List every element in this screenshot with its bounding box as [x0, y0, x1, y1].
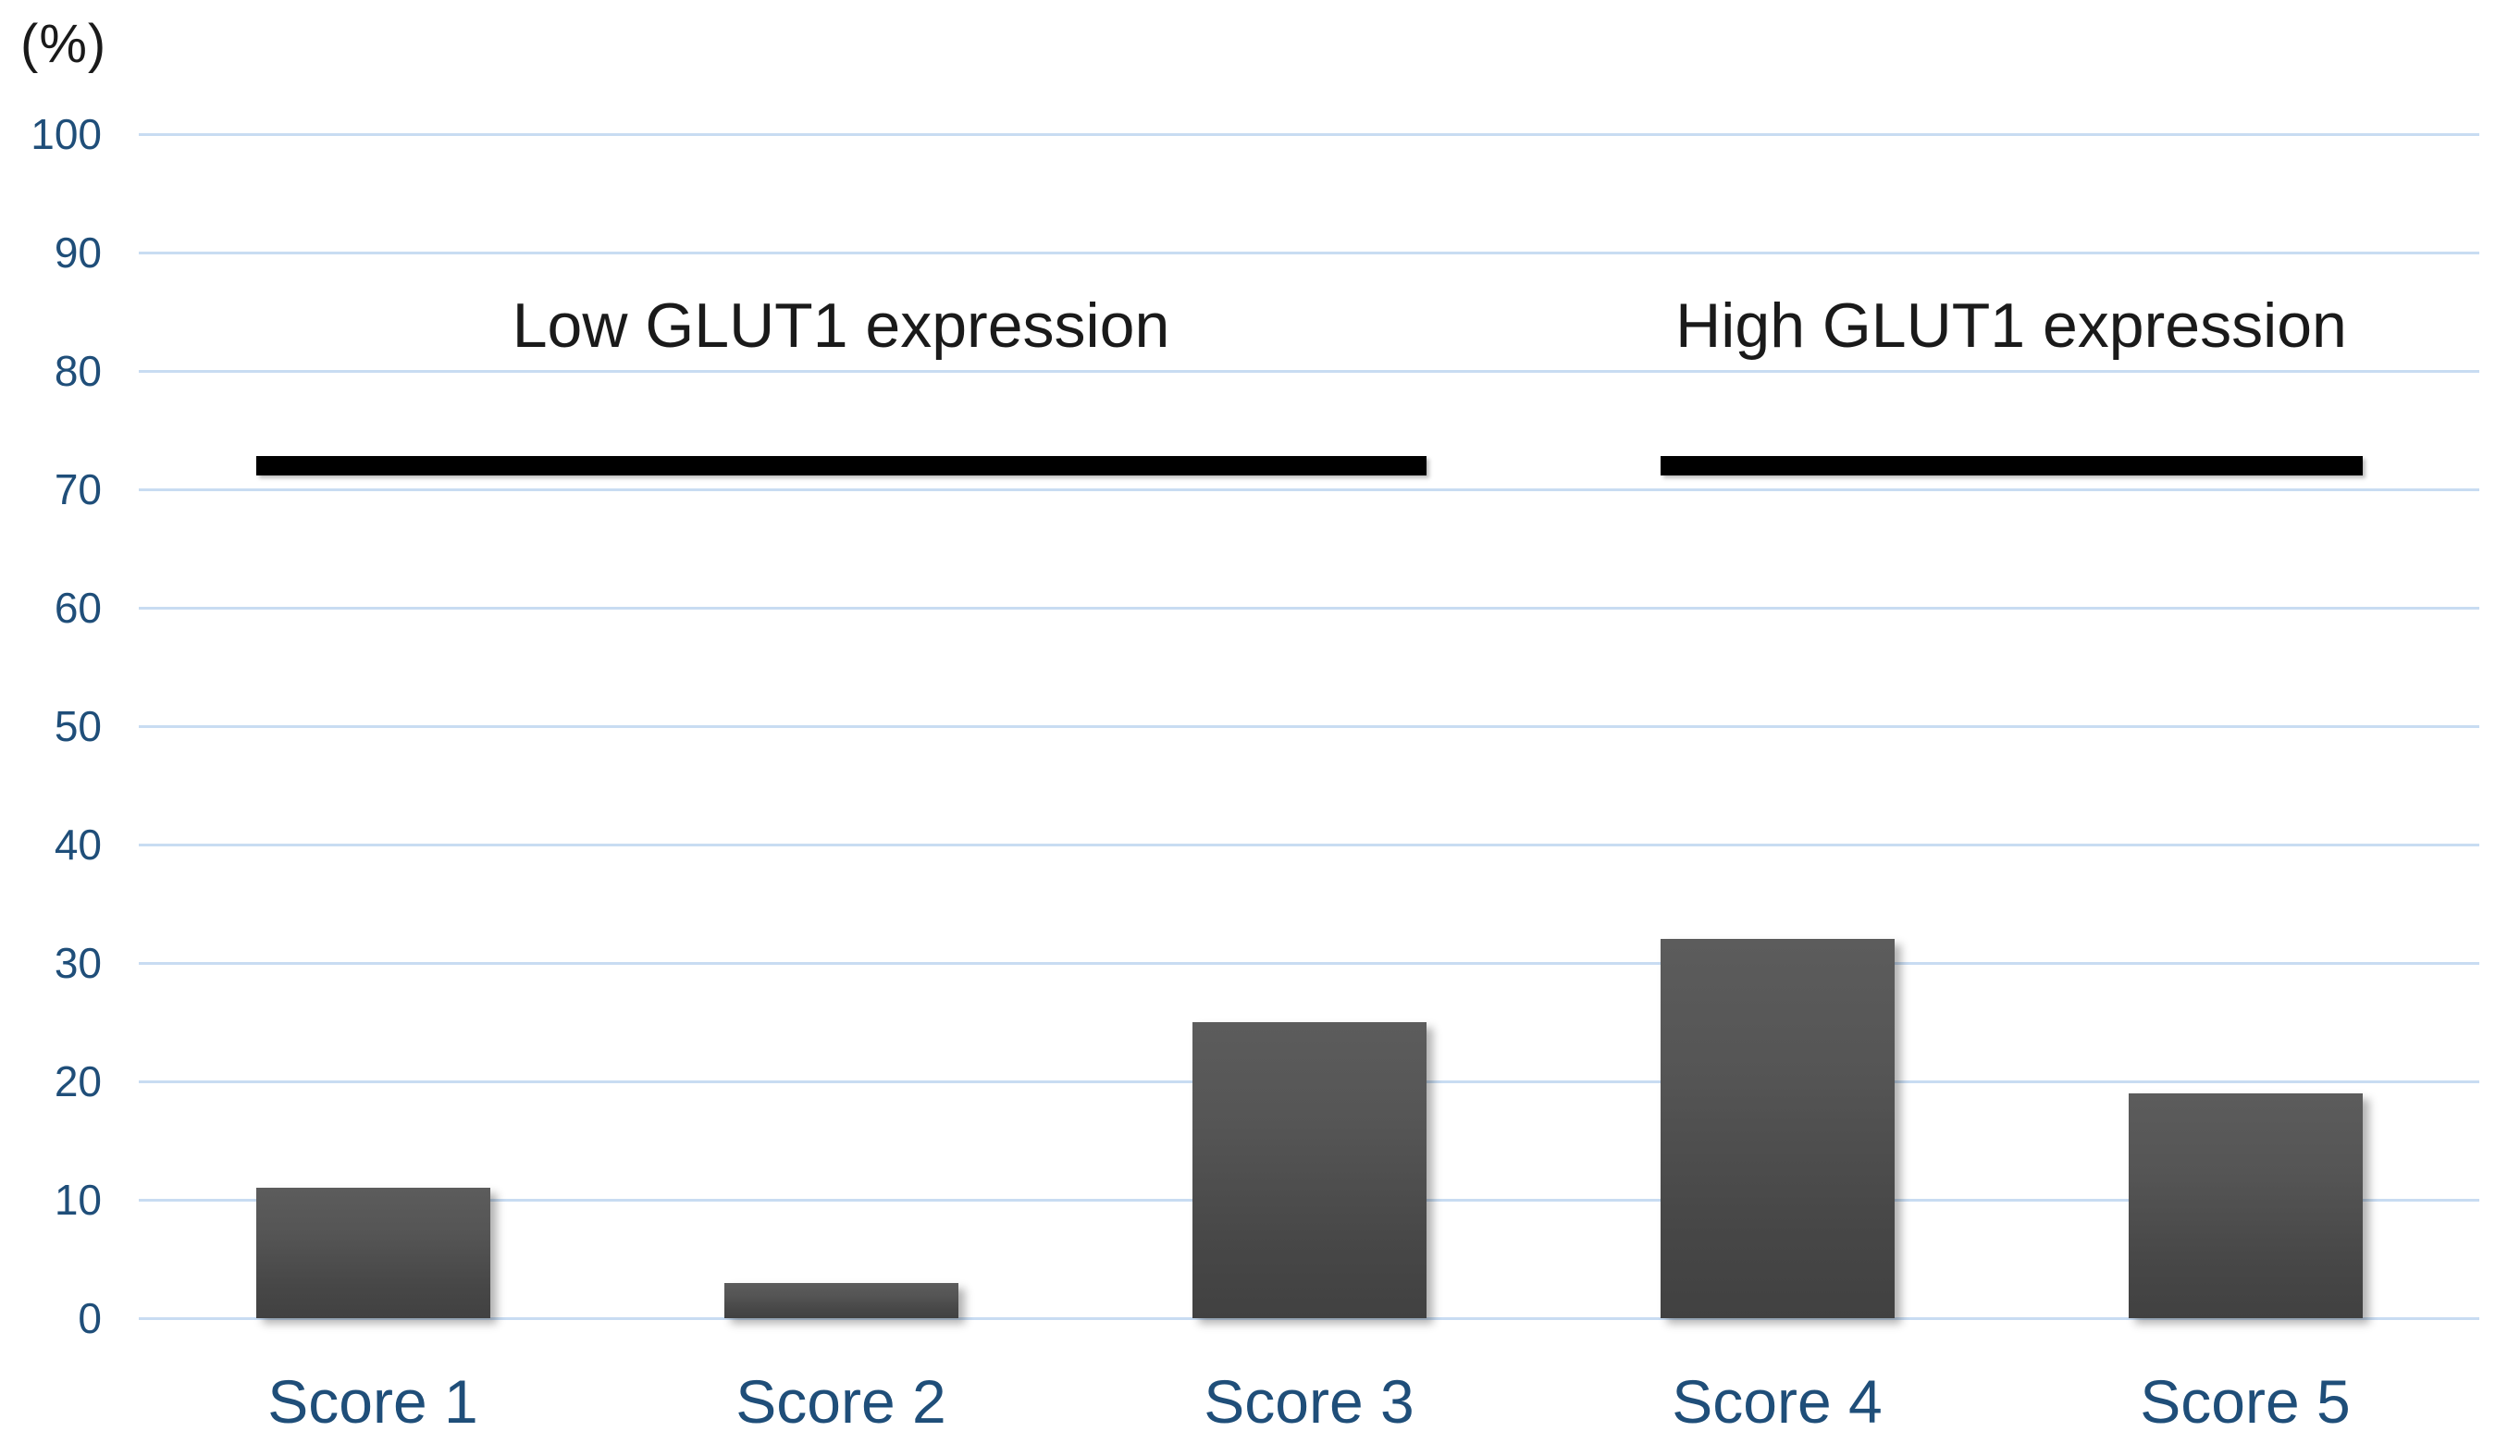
gridline	[139, 725, 2479, 728]
annotation-label: Low GLUT1 expression	[512, 290, 1170, 361]
bar	[2128, 1092, 2363, 1318]
gridline	[139, 607, 2479, 610]
x-category-label: Score 1	[267, 1367, 478, 1436]
x-category-label: Score 2	[735, 1367, 946, 1436]
y-tick-label: 0	[78, 1294, 102, 1342]
y-tick-label: 40	[54, 821, 102, 869]
bar	[1192, 1022, 1427, 1318]
annotation-line	[1660, 456, 2363, 476]
gridline	[139, 962, 2479, 965]
gridline	[139, 1317, 2479, 1320]
bar	[1660, 939, 1895, 1318]
gridline	[139, 370, 2479, 373]
gridline	[139, 488, 2479, 491]
x-category-label: Score 3	[1204, 1367, 1414, 1436]
y-tick-label: 10	[54, 1176, 102, 1224]
y-tick-label: 50	[54, 702, 102, 750]
gridline	[139, 844, 2479, 846]
x-category-label: Score 5	[2140, 1367, 2351, 1436]
y-tick-label: 90	[54, 228, 102, 277]
y-tick-label: 30	[54, 939, 102, 987]
annotation-line	[255, 456, 1427, 476]
y-tick-label: 70	[54, 465, 102, 513]
y-tick-label: 20	[54, 1057, 102, 1105]
bar	[723, 1282, 958, 1318]
y-tick-label: 60	[54, 584, 102, 632]
x-category-label: Score 4	[1672, 1367, 1883, 1436]
y-axis-unit-label: (%)	[20, 14, 107, 74]
gridline	[139, 133, 2479, 136]
y-tick-label: 80	[54, 347, 102, 395]
bar	[255, 1188, 490, 1318]
gridline	[139, 252, 2479, 254]
y-tick-label: 100	[31, 110, 102, 158]
annotation-label: High GLUT1 expression	[1675, 290, 2347, 361]
